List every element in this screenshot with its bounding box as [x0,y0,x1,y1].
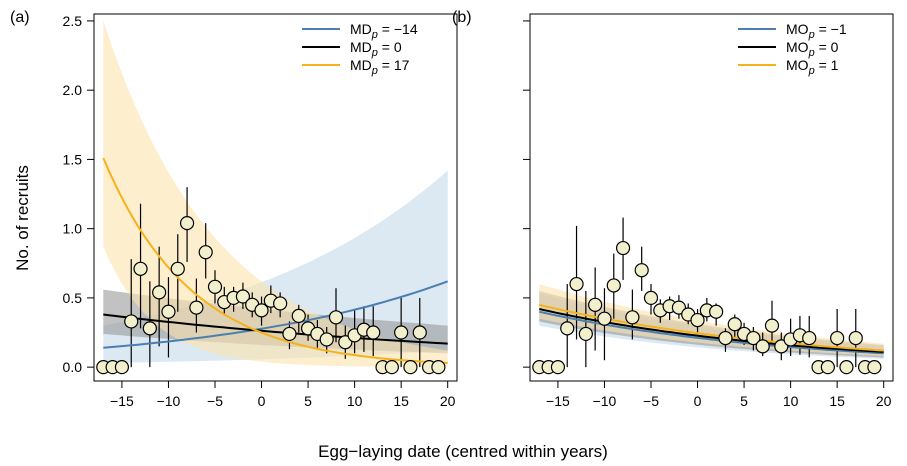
data-point [606,278,621,293]
data-point [550,360,566,375]
y-tick-label: 0.0 [63,359,83,375]
plot-frame [93,13,458,382]
data-point [690,312,705,328]
x-tick-label: 15 [393,393,409,409]
data-point [615,240,631,256]
plot-frame [529,13,894,382]
data-point [569,276,584,292]
data-point [366,325,381,340]
data-point [718,330,733,346]
series-line [102,157,448,364]
data-point [235,289,251,304]
x-tick-label: −10 [157,393,181,409]
data-point [403,360,418,375]
x-tick-label: 20 [876,393,892,409]
legend-label: MDp = 0 [350,39,402,59]
data-point [133,261,148,276]
data-point [291,308,306,324]
data-point [709,304,724,319]
data-point [114,360,130,375]
data-point [839,360,854,375]
data-point [588,297,603,312]
data-point [643,290,659,306]
data-point [625,310,640,325]
data-point [207,279,223,294]
data-point [282,326,297,342]
data-point [867,360,882,375]
data-point [820,360,835,375]
x-tick-label: −15 [546,393,570,409]
x-tick-label: −10 [593,393,617,409]
data-point [830,330,845,346]
y-axis-label: No. of recruits [13,165,32,271]
data-point [189,300,204,315]
series-line [103,313,448,345]
x-tick-label: 0 [258,393,266,409]
data-point [727,317,742,332]
y-tick-label: 2.0 [63,82,83,98]
data-point [746,330,761,346]
legend-label: MOp = 0 [786,39,839,59]
data-point [124,314,139,329]
data-point [802,330,817,346]
legend-label: MDp = 17 [350,57,410,77]
data-point [328,310,344,325]
confidence-band [103,20,448,368]
series-line [103,280,449,349]
data-point [319,332,334,347]
y-tick-label: 2.5 [63,13,83,29]
legend-label: MOp = 1 [786,57,839,77]
x-tick-label: 20 [440,393,456,409]
series-line [539,310,884,355]
legend-label: MOp = −1 [786,21,847,41]
data-point [170,261,185,276]
x-tick-label: 5 [304,393,312,409]
y-tick-label: 0.5 [63,290,83,306]
x-tick-label: 15 [829,393,845,409]
panel-label: (a) [10,9,30,26]
series-line [539,308,884,353]
data-point [179,216,195,231]
x-tick-label: 10 [347,393,363,409]
data-point [412,325,427,340]
data-point [634,263,649,278]
data-point [254,303,269,318]
legend-label: MDp = −14 [350,21,418,41]
data-point [198,245,213,260]
x-tick-label: 5 [740,393,748,409]
x-tick-label: −5 [643,393,659,409]
data-point [161,304,176,319]
data-point [431,360,446,375]
y-tick-label: 1.0 [63,221,83,237]
data-point [152,285,167,300]
x-tick-label: 10 [783,393,799,409]
data-point [848,330,863,346]
x-tick-label: −5 [207,393,223,409]
data-point [273,296,288,311]
data-point [394,325,409,340]
panel-label: (b) [452,9,472,26]
data-point [142,321,157,336]
data-point [764,318,780,333]
x-tick-label: 0 [694,393,702,409]
data-point [560,321,575,336]
x-tick-label: −15 [110,393,134,409]
data-point [384,360,399,375]
y-tick-label: 1.5 [63,151,83,167]
data-point [755,339,770,354]
data-point [597,311,612,326]
x-axis-label: Egg−laying date (centred within years) [318,442,608,461]
series-line [539,303,884,352]
panel-a: (a) −15 −10 −5 0 5 10 15 20 0.0 0.5 1.0 1.5 2.0 2.5 MDp… [10,9,458,409]
data-point [578,326,593,342]
